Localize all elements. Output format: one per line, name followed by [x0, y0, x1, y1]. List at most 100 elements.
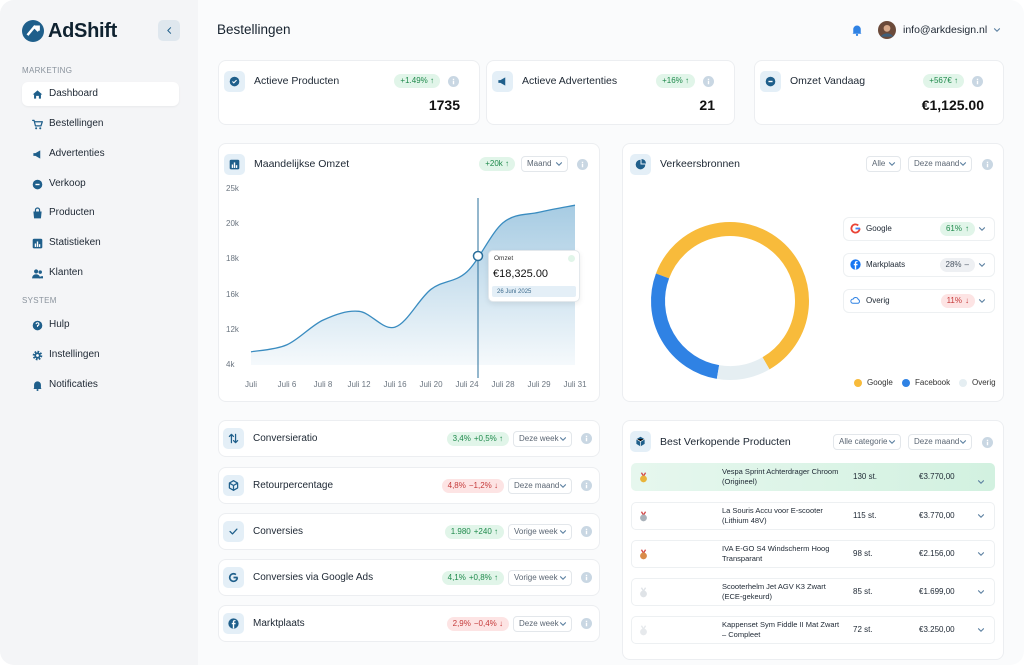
product-row[interactable] — [631, 502, 995, 530]
tooltip-title: Omzet — [494, 255, 514, 262]
product-row[interactable] — [631, 463, 995, 491]
nav-item[interactable] — [22, 201, 179, 225]
metric-label: Conversies via Google Ads — [253, 571, 374, 583]
select[interactable] — [508, 477, 572, 494]
select[interactable] — [508, 523, 572, 540]
nav-item[interactable] — [22, 261, 179, 285]
source-badge: 28% – — [939, 257, 975, 272]
icon-shape — [235, 165, 238, 168]
section-title: MARKETING — [22, 66, 73, 75]
nav-icon — [32, 89, 42, 99]
nav-icon-shape — [36, 240, 38, 247]
info-icon-shape — [986, 439, 988, 441]
nav-label: Instellingen — [49, 349, 100, 360]
medal — [639, 510, 647, 521]
icon-shape — [232, 79, 237, 84]
info-icon — [981, 436, 993, 448]
select[interactable] — [866, 156, 901, 172]
nav-item[interactable] — [22, 172, 179, 196]
legend-dot-shape — [959, 379, 967, 387]
legend-dot-shape — [854, 379, 862, 387]
metric-label: Marktplaats — [253, 617, 305, 629]
chevron-shape — [978, 298, 986, 303]
y-tick-label: 16k — [226, 289, 239, 299]
select-label: Deze maand — [914, 159, 960, 168]
select-label: Vorige week — [514, 526, 558, 536]
chevron — [959, 162, 967, 166]
source-badge-text: ↑ — [965, 223, 969, 233]
stat-card — [218, 60, 480, 125]
nav-label: Klanten — [49, 267, 83, 278]
chevron-shape — [559, 436, 567, 441]
collapse-icon — [166, 27, 171, 34]
source-badge: 61% ↑ — [939, 221, 975, 236]
legend-dot-shape — [902, 379, 910, 387]
metric-label: Conversieratio — [253, 432, 318, 444]
sidebar — [0, 0, 198, 665]
nav-label: Hulp — [49, 319, 70, 330]
info-icon — [576, 158, 588, 170]
product-price: €2.156,00 — [919, 549, 955, 558]
nav-icon-shape — [34, 243, 36, 247]
collapse-button[interactable] — [158, 20, 180, 41]
select[interactable] — [908, 434, 972, 450]
nav-icon-shape — [35, 353, 39, 357]
select[interactable] — [833, 434, 901, 450]
info-icon-shape — [585, 620, 587, 623]
chevron-shape — [888, 440, 896, 444]
nav-item[interactable] — [22, 82, 179, 106]
nav-icon-shape — [32, 350, 42, 360]
select[interactable] — [908, 156, 972, 172]
info-icon — [580, 526, 592, 537]
chevron — [977, 552, 985, 556]
nav-icon-shape — [31, 273, 40, 278]
product-row[interactable] — [631, 578, 995, 606]
select[interactable] — [521, 156, 568, 172]
logo-shape — [22, 20, 44, 42]
select-label: Deze week — [519, 618, 559, 628]
select[interactable] — [513, 615, 572, 632]
nav-icon-shape — [38, 126, 41, 129]
product-name: IVA E-GO S4 Windscherm Hoog Transparant — [722, 544, 830, 563]
y-tick-label: 20k — [226, 219, 239, 229]
nav-icon — [32, 238, 42, 248]
medal-shape — [639, 551, 647, 559]
chevron — [959, 440, 967, 444]
info-icon — [702, 75, 714, 87]
product-name: La Souris Accu voor E-scooter (Lithium 4… — [722, 506, 823, 525]
chevron — [888, 440, 896, 444]
info-icon-shape — [585, 530, 587, 535]
logo-shape — [26, 25, 40, 36]
select[interactable] — [508, 569, 572, 586]
avatar — [878, 21, 896, 39]
x-tick-label: Juli 8 — [313, 380, 333, 389]
tooltip-date-bg — [492, 286, 576, 297]
stat-badge: +16% ↑ — [656, 74, 695, 88]
stat-value: 21 — [699, 97, 715, 113]
select[interactable] — [513, 430, 572, 447]
nav-icon — [32, 179, 42, 189]
info-icon — [580, 480, 592, 491]
nav-icon-shape — [32, 380, 42, 389]
metric-badge-value: 1.980 — [450, 526, 471, 536]
source-badge-value: 28% — [945, 259, 962, 269]
nav-icon-shape — [34, 183, 40, 185]
card-title: Maandelijkse Omzet — [254, 158, 350, 170]
icon-box — [223, 521, 244, 542]
stat-badge-text: +16% ↑ — [662, 76, 689, 85]
stat-label: Actieve Producten — [254, 75, 340, 87]
x-tick-label: Juli — [244, 380, 257, 389]
metric-label: Retourpercentage — [253, 479, 334, 491]
nav-item[interactable] — [22, 343, 179, 367]
logo — [22, 20, 44, 42]
product-row[interactable] — [631, 540, 995, 568]
product-row[interactable] — [631, 616, 995, 644]
icon-shape — [768, 80, 773, 83]
info-icon — [580, 618, 592, 629]
brand: AdShift — [48, 20, 117, 42]
chevron — [978, 298, 986, 303]
chevron-shape — [978, 226, 986, 231]
nav-item[interactable] — [22, 373, 179, 397]
legend-dot — [959, 379, 967, 387]
nav-item[interactable] — [22, 313, 179, 337]
